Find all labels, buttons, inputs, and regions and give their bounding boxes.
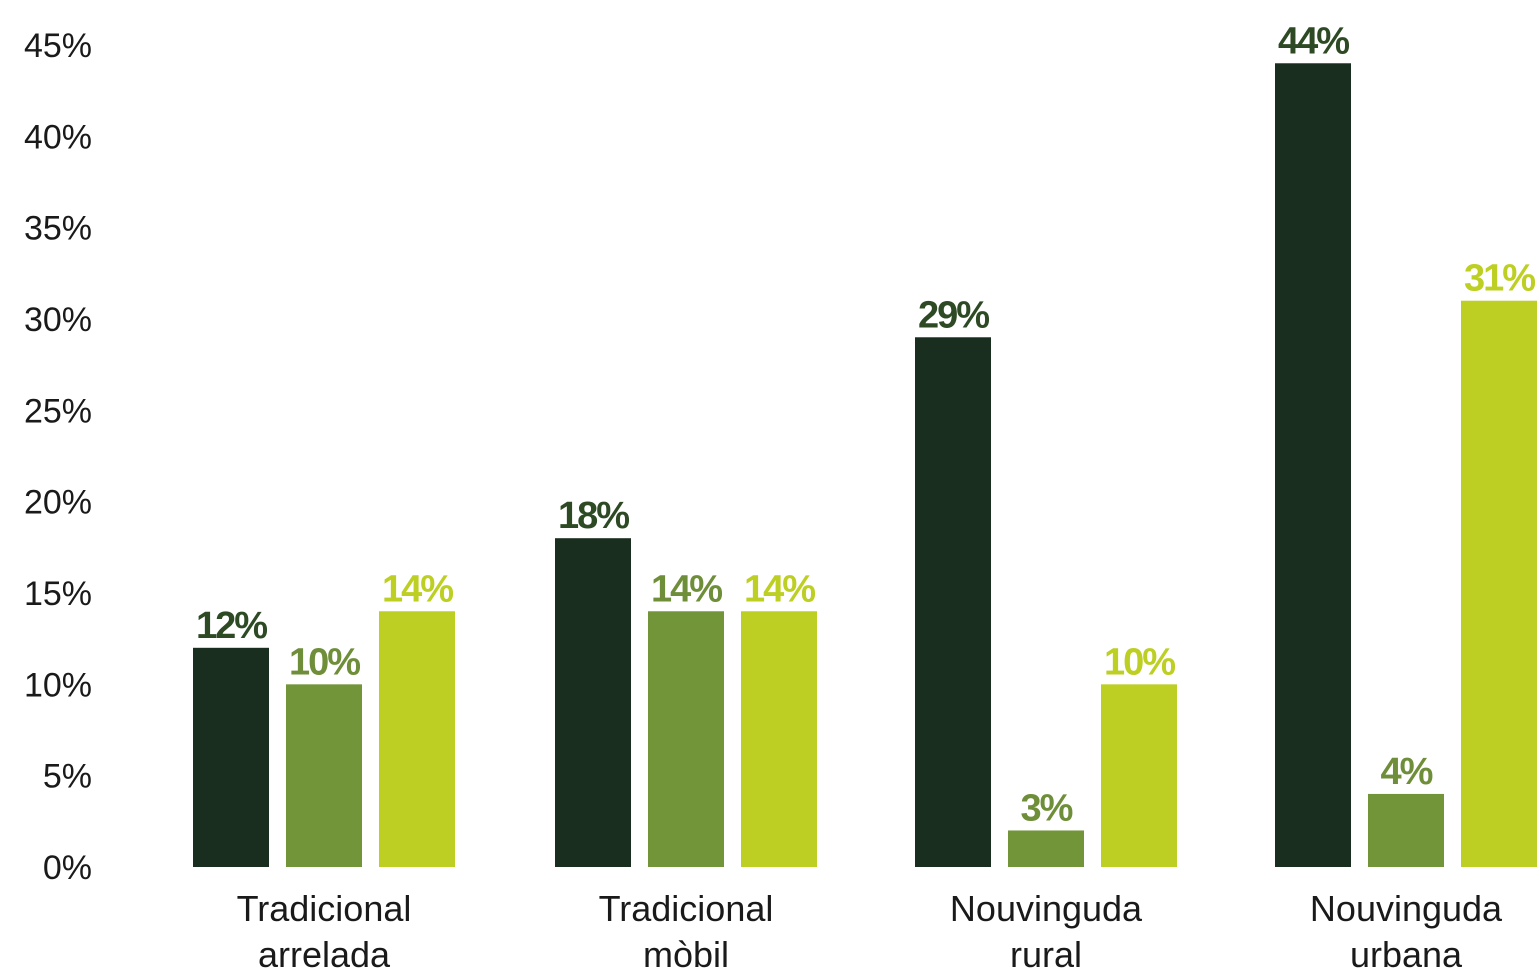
y-tick-label: 5% (43, 758, 92, 796)
bar (648, 611, 724, 867)
bar (1101, 684, 1177, 867)
data-label: 14% (382, 568, 453, 610)
data-label: 12% (196, 605, 267, 647)
bar (1368, 793, 1444, 867)
bar (741, 611, 817, 867)
x-category-label: Tradicional (599, 888, 774, 929)
data-label: 31% (1464, 258, 1535, 300)
data-label: 18% (558, 495, 629, 537)
bar (1461, 300, 1537, 867)
x-category-label: arrelada (258, 934, 391, 970)
data-label: 14% (744, 568, 815, 610)
bar (915, 337, 991, 867)
y-tick-label: 20% (24, 484, 92, 522)
y-tick-label: 0% (43, 849, 92, 887)
bar (555, 538, 631, 867)
x-category-label: Tradicional (237, 888, 412, 929)
y-tick-label: 45% (24, 27, 92, 65)
y-tick-label: 30% (24, 301, 92, 339)
bar (1008, 830, 1084, 867)
y-tick-label: 40% (24, 118, 92, 156)
y-tick-label: 35% (24, 210, 92, 248)
data-label: 10% (289, 641, 360, 683)
x-category-label: rural (1010, 934, 1082, 970)
data-labels-group: 12% 10% 14% 18% 14% 14% 29% 3% 10% 44% 4% 31% (196, 20, 1537, 829)
data-label: 29% (918, 294, 989, 336)
y-axis: 0% 5% 10% 15% 20% 25% 30% 35% 40% 45% (24, 27, 92, 887)
y-tick-label: 15% (24, 575, 92, 613)
data-label: 3% (1021, 787, 1073, 829)
bars-group (193, 63, 1537, 868)
data-label: 10% (1104, 641, 1175, 683)
bar (1275, 63, 1351, 868)
x-category-label: Nouvinguda (1310, 888, 1503, 929)
bar (286, 684, 362, 867)
x-category-label: Nouvinguda (950, 888, 1143, 929)
x-category-label: mòbil (643, 934, 729, 970)
data-label: 44% (1278, 20, 1349, 62)
bar (379, 611, 455, 867)
bar (193, 647, 269, 867)
x-axis: Tradicional arrelada Tradicional mòbil Nouvi… (237, 888, 1503, 970)
y-tick-label: 10% (24, 666, 92, 704)
y-tick-label: 25% (24, 392, 92, 430)
data-label: 14% (651, 568, 722, 610)
data-label: 4% (1381, 751, 1433, 793)
x-category-label: urbana (1350, 934, 1463, 970)
